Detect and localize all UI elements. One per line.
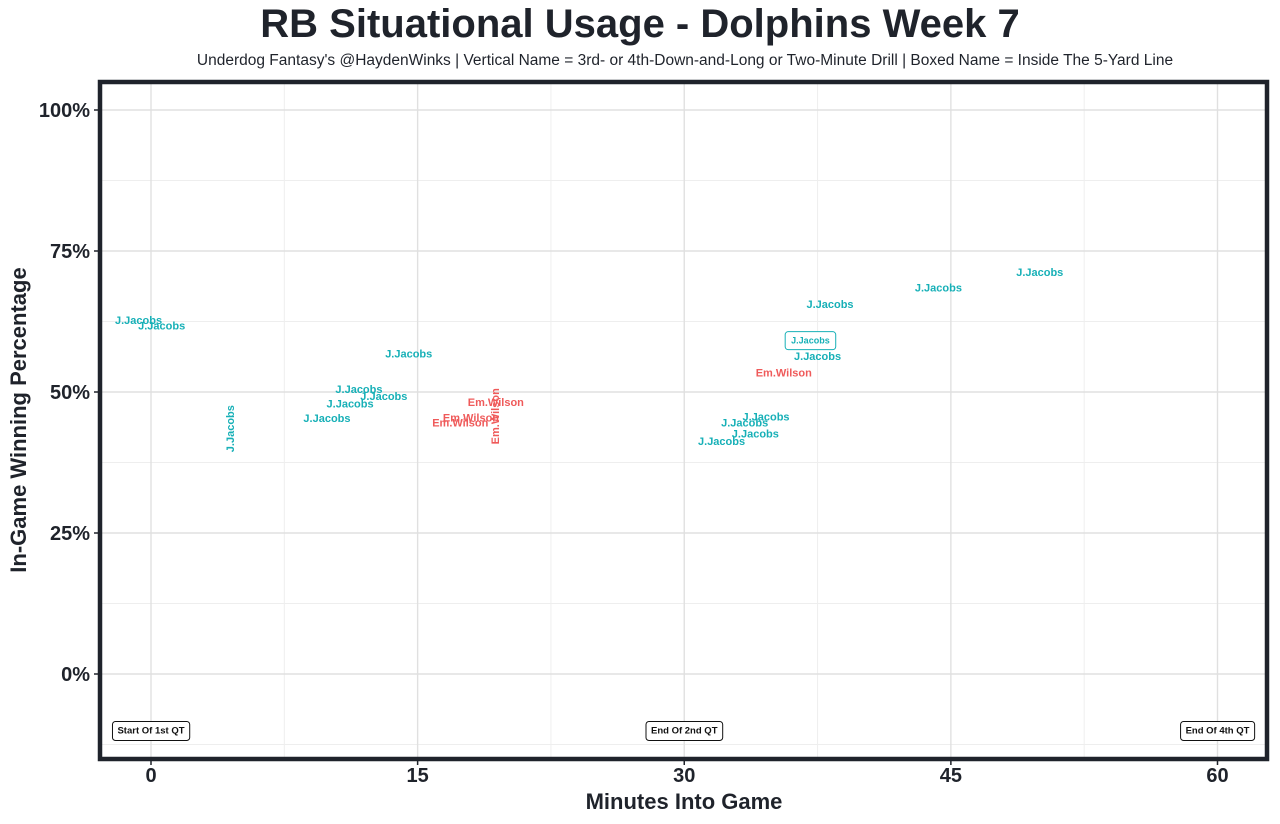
quarter-marker: Start Of 1st QT [111,721,191,741]
x-tick-label: 45 [940,765,962,787]
player-label: J.Jacobs [698,436,745,448]
player-label: J.Jacobs [360,391,407,403]
player-label: J.Jacobs [721,417,768,429]
quarter-marker-label: Start Of 1st QT [117,726,184,737]
player-label-vertical: Em.Wilson [490,388,502,444]
player-label: J.Jacobs [742,411,789,423]
x-axis-label: Minutes Into Game [585,789,783,814]
y-tick-label: 0% [61,664,90,686]
player-label: J.Jacobs [335,384,382,396]
chart-subtitle: Underdog Fantasy's @HaydenWinks | Vertic… [196,52,1174,69]
quarter-marker: End Of 4th QT [1180,721,1256,741]
y-tick-label: 50% [50,382,90,404]
player-label: J.Jacobs [327,398,374,410]
chart-title: RB Situational Usage - Dolphins Week 7 [260,2,1020,46]
x-tick-label: 0 [145,765,156,787]
quarter-marker-label: End Of 2nd QT [651,726,718,737]
player-label: J.Jacobs [732,429,779,441]
quarter-marker-label: End Of 4th QT [1186,726,1250,737]
player-label: J.Jacobs [791,336,830,346]
x-tick-label: 60 [1206,765,1228,787]
player-label: J.Jacobs [138,320,185,332]
y-tick-label: 100% [39,100,90,122]
player-label: Em.Wilson [756,367,812,379]
player-label: J.Jacobs [115,315,162,327]
quarter-marker-box [1180,721,1256,741]
quarter-marker-box [111,721,191,741]
y-tick-label: 25% [50,523,90,545]
y-axis-label: In-Game Winning Percentage [6,267,31,573]
player-label: J.Jacobs [303,413,350,425]
player-label: J.Jacobs [915,283,962,295]
player-label: Em.Wilson [432,417,488,429]
y-tick-label: 75% [50,241,90,263]
player-label: Em.Wilson [468,397,524,409]
quarter-marker: End Of 2nd QT [645,721,724,741]
plot-frame [97,79,1270,762]
player-label-vertical: J.Jacobs [225,405,237,452]
player-label-boxed: J.Jacobs [784,331,837,351]
player-label: J.Jacobs [385,349,432,361]
player-label: J.Jacobs [1016,267,1063,279]
player-label: Em.Wilson [443,412,499,424]
player-label: J.Jacobs [794,351,841,363]
player-label-box [784,331,837,351]
x-tick-label: 30 [673,765,695,787]
x-tick-label: 15 [407,765,429,787]
quarter-marker-box [645,721,724,741]
player-label: J.Jacobs [806,299,853,311]
